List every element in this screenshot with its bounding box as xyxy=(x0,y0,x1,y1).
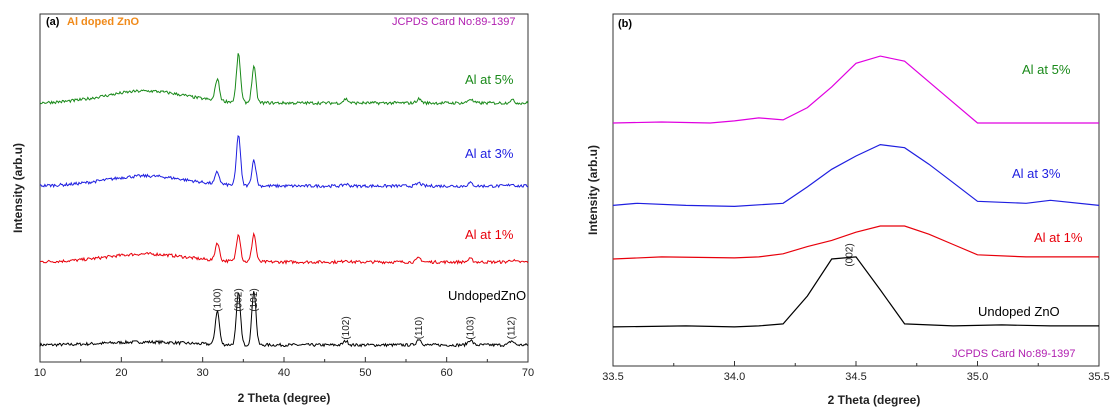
series-line-a-al-at-3 xyxy=(39,134,529,189)
x-tick-label: 30 xyxy=(197,367,209,379)
peak-label-a: (103) xyxy=(465,316,476,339)
x-tick-label: 35.0 xyxy=(967,371,988,383)
series-label-a-3pct: Al at 3% xyxy=(465,146,514,161)
peak-label-a: (102) xyxy=(341,316,352,339)
x-tick-label: 10 xyxy=(34,367,46,379)
peak-label-a: (002) xyxy=(233,288,244,311)
chart-panel-b: 33.5 34.0 34.5 35.0 35.5 (002) (b) JCPDS Car… xyxy=(586,13,1110,407)
panel-label-a: (a) xyxy=(46,16,60,28)
chart-title-a: Al doped ZnO xyxy=(67,16,140,28)
series-line-a-al-at-5 xyxy=(39,53,529,106)
peak-label-a: (110) xyxy=(414,317,425,340)
x-tick-label: 70 xyxy=(522,367,534,379)
series-label-b-5pct: Al at 5% xyxy=(1022,62,1071,77)
x-tick-label: 33.5 xyxy=(602,371,623,383)
series-line-a-undopedzno xyxy=(39,291,529,348)
peak-label-a: (100) xyxy=(212,288,223,311)
card-label-a: JCPDS Card No:89-1397 xyxy=(392,16,516,28)
series-label-b-undoped: Undoped ZnO xyxy=(978,304,1060,319)
chart-panel-a: 10 20 30 40 50 60 70 (100) (002) (101) (102) (110)… xyxy=(11,13,534,405)
series-label-b-3pct: Al at 3% xyxy=(1012,166,1061,181)
x-tick-label: 20 xyxy=(115,367,127,379)
x-tick-label: 34.5 xyxy=(845,371,866,383)
series-label-a-5pct: Al at 5% xyxy=(465,72,514,87)
y-axis-label-b: Intensity (arb.u) xyxy=(586,145,600,235)
x-tick-label: 50 xyxy=(359,367,371,379)
series-line-b-al-at-5 xyxy=(612,55,1099,124)
x-tick-label: 35.5 xyxy=(1088,371,1109,383)
x-tick-label: 40 xyxy=(278,367,290,379)
series-line-b-undoped-zno xyxy=(612,256,1099,328)
x-tick-label: 34.0 xyxy=(724,371,745,383)
x-axis-label-a: 2 Theta (degree) xyxy=(238,391,331,405)
series-line-b-al-at-3 xyxy=(612,143,1100,208)
peak-label-a: (112) xyxy=(507,317,518,340)
series-label-a-undoped: UndopedZnO xyxy=(448,288,526,303)
plot-frame-a xyxy=(39,13,529,363)
series-line-b-al-at-1 xyxy=(612,225,1099,260)
series-label-a-1pct: Al at 1% xyxy=(465,227,514,242)
card-label-b: JCPDS Card No:89-1397 xyxy=(952,348,1076,360)
series-label-b-1pct: Al at 1% xyxy=(1034,230,1083,245)
x-tick-label: 60 xyxy=(441,367,453,379)
series-line-a-al-at-1 xyxy=(39,231,529,265)
x-axis-label-b: 2 Theta (degree) xyxy=(828,393,921,407)
peak-label-b: (002) xyxy=(845,243,856,266)
panel-label-b: (b) xyxy=(618,18,632,30)
peak-label-a: (101) xyxy=(249,288,260,311)
y-axis-label-a: Intensity (arb.u) xyxy=(11,143,25,233)
